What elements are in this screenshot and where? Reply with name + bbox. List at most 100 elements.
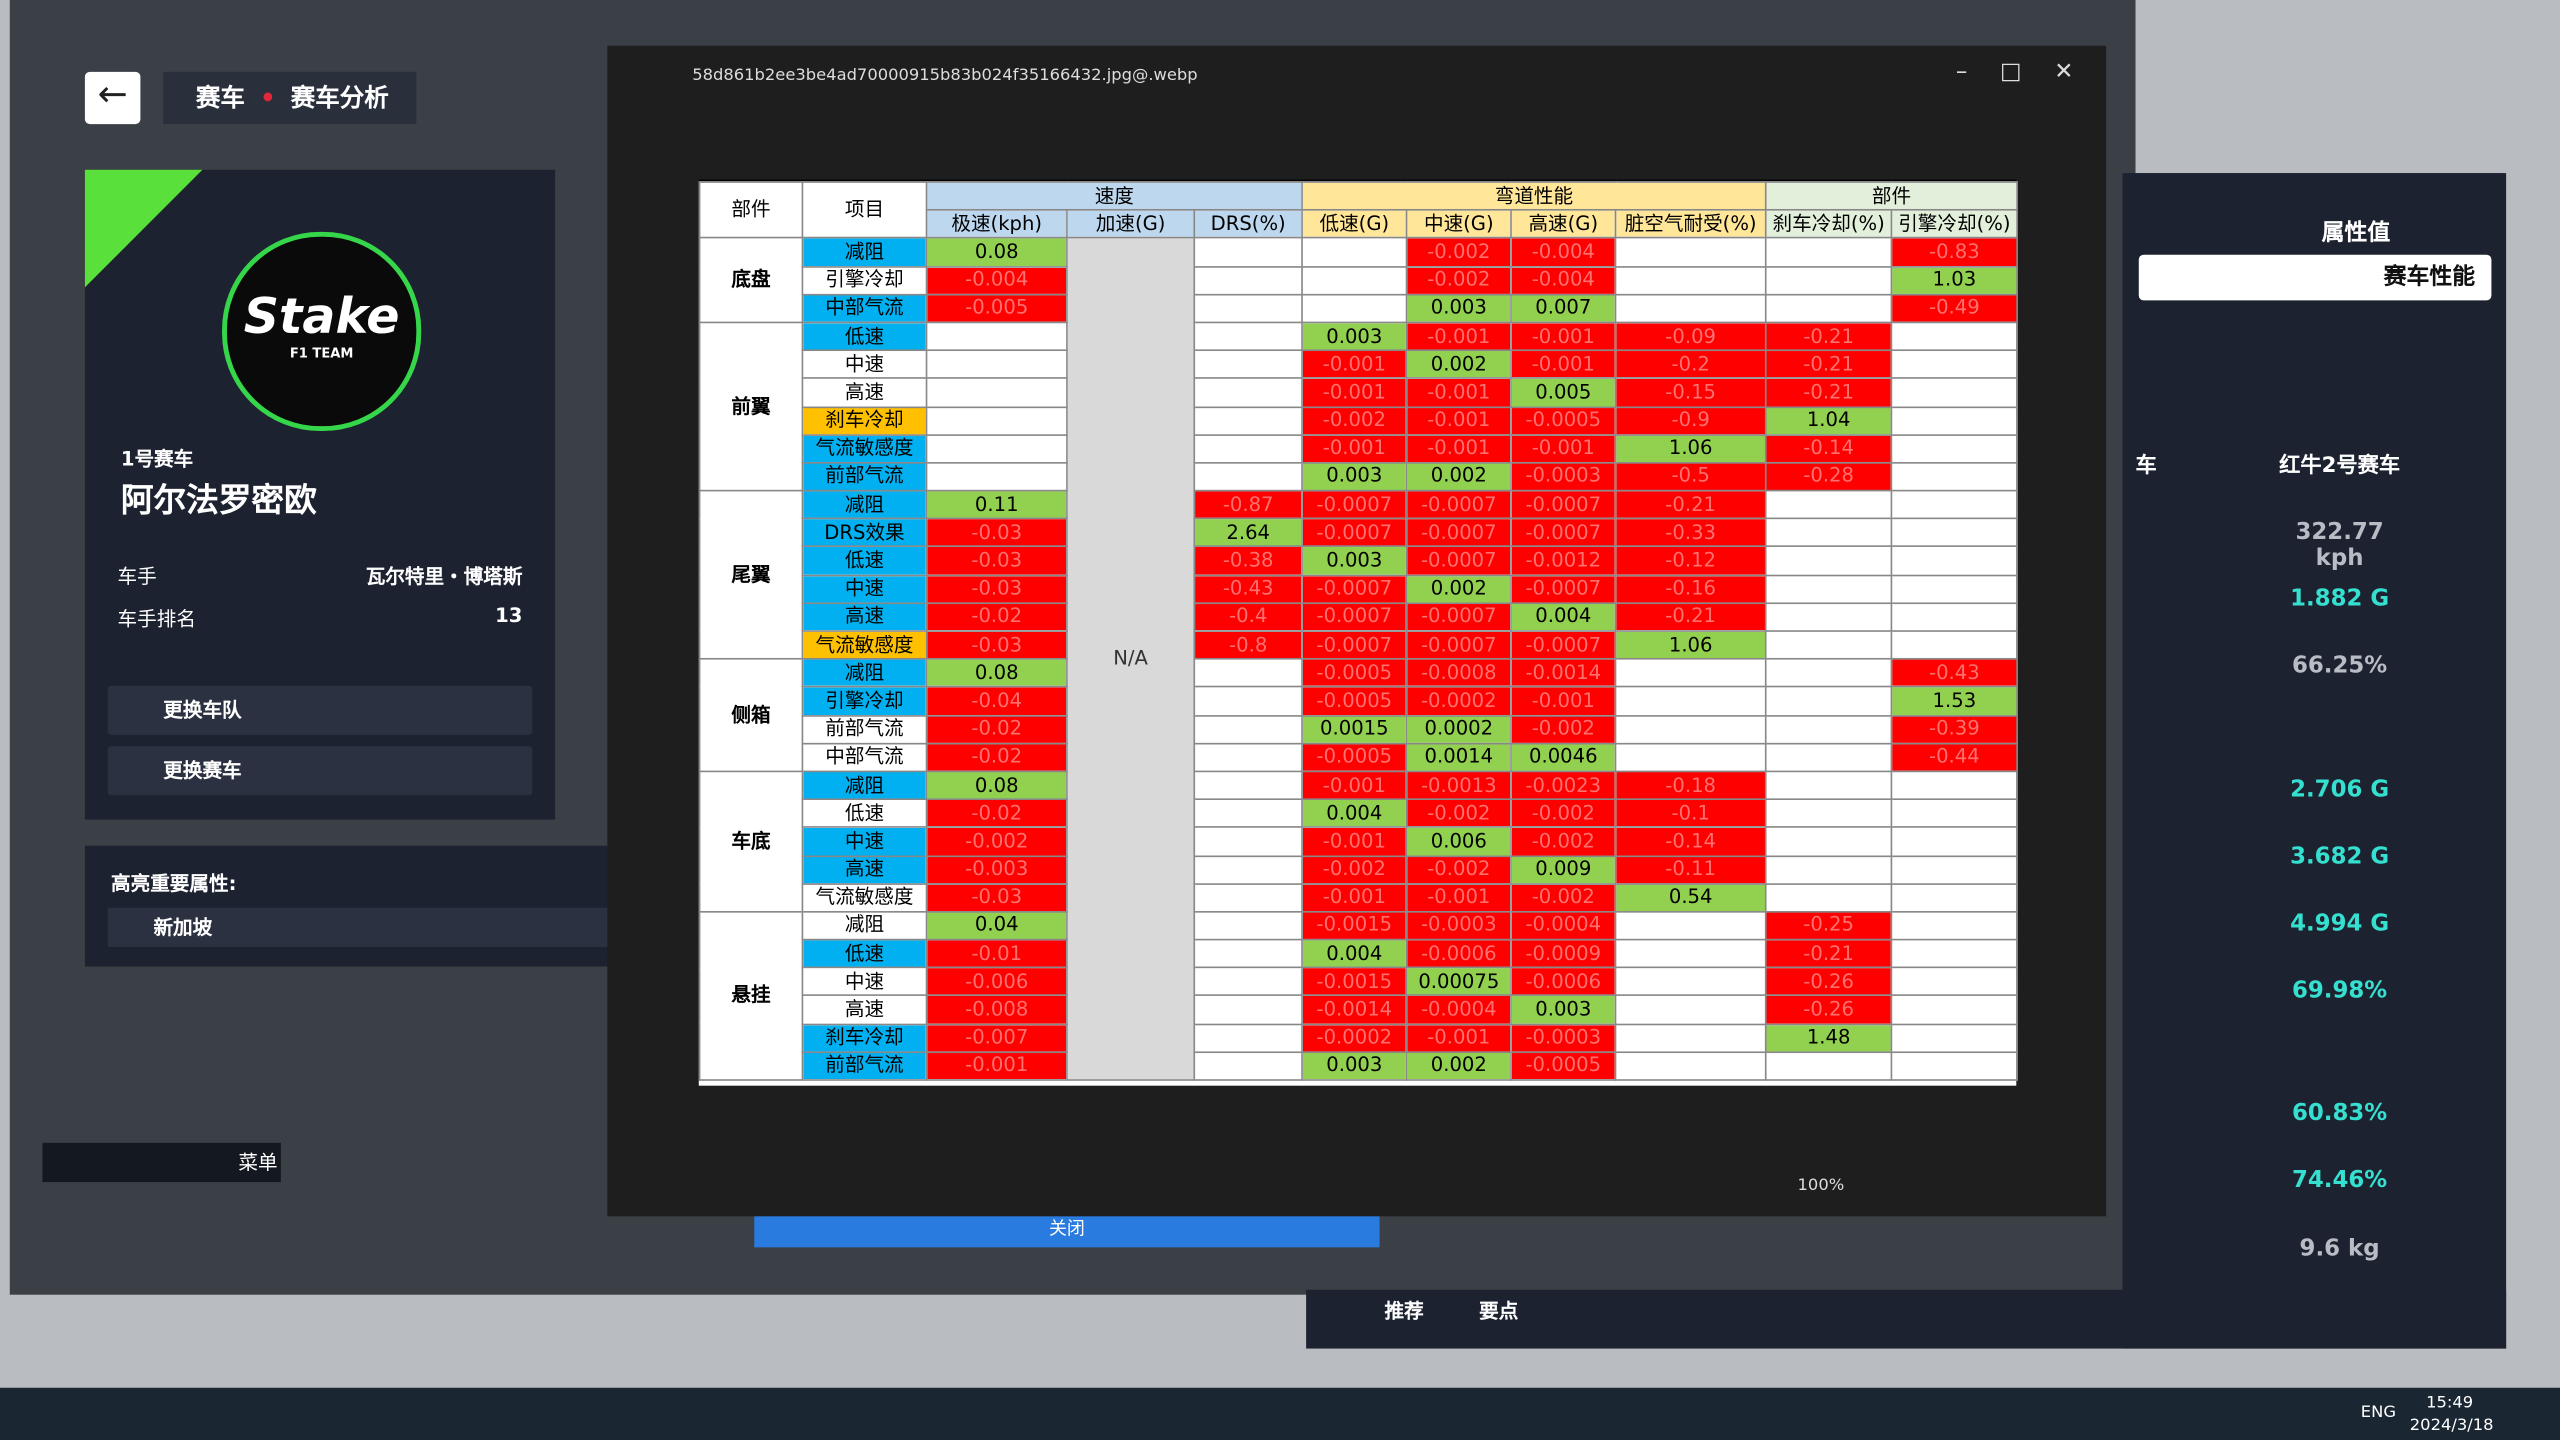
- value-cell: [1614, 265, 1767, 296]
- value-cell: -0.25: [1764, 910, 1893, 941]
- data-row: 中速 -0.03 -0.43 -0.0007 0.002 -0.0007 -0.16: [700, 574, 2019, 604]
- value-cell: [1764, 574, 1893, 604]
- value-cell: [1890, 910, 2019, 941]
- item-cell: 低速: [801, 321, 928, 352]
- stat-value: 3.682 G: [2290, 844, 2390, 871]
- highlight-value[interactable]: 新加坡: [107, 907, 614, 947]
- value-cell: -0.21: [1764, 321, 1893, 352]
- value-cell: 0.003: [1301, 321, 1408, 352]
- value-cell: -0.02: [925, 798, 1068, 829]
- value-cell: [1890, 405, 2019, 436]
- value-cell: -0.001: [1301, 377, 1408, 408]
- value-cell: 0.003: [1510, 994, 1617, 1025]
- highlight-label: 高亮重要属性:: [111, 871, 237, 895]
- value: 新加坡: [153, 915, 213, 939]
- button-label: 更换车队: [163, 698, 242, 722]
- image-table: 部件 项目 速度 弯道性能 部件 极速(kph) 加速(G) DRS(%) 低速(G) 中速(G)…: [698, 181, 2019, 1086]
- stat-value: 9.6 kg: [2299, 1235, 2380, 1263]
- item-cell: 低速: [801, 938, 928, 969]
- change-car[interactable]: 更换赛车: [107, 746, 533, 796]
- value-cell: -0.14: [1614, 826, 1767, 857]
- item-cell: 高速: [801, 854, 928, 885]
- tip: 推荐: [1384, 1299, 1424, 1323]
- tab[interactable]: 赛车性能: [2138, 254, 2492, 301]
- data-row: 高速 -0.02 -0.4 -0.0007 -0.0007 0.004 -0.21: [700, 602, 2019, 632]
- data-row: 引擎冷却 -0.004 -0.002 -0.004 1.03: [700, 265, 2019, 296]
- file-name: 58d861b2ee3be4ad70000915b83b024f35166432…: [692, 66, 1198, 85]
- data-row: 中速 -0.006 -0.0015 0.00075 -0.0006 -0.26: [700, 966, 2019, 997]
- data-row: 刹车冷却 -0.002 -0.001 -0.0005 -0.9 1.04: [700, 405, 2019, 436]
- value-cell: [1764, 602, 1893, 632]
- value-cell: -0.03: [925, 630, 1068, 660]
- value-cell: -0.4: [1193, 602, 1303, 632]
- data-row: 侧箱 减阻 0.08 -0.0005 -0.0008 -0.0014 -0.43: [698, 658, 2019, 773]
- value-cell: 0.003: [1301, 461, 1408, 492]
- value-cell: 1.48: [1764, 1023, 1893, 1053]
- data-row: 车底 减阻 0.08 -0.001 -0.0013 -0.0023 -0.18: [698, 770, 2019, 913]
- value-cell: 1.03: [1890, 265, 2019, 296]
- value-cell: -0.0004: [1405, 994, 1512, 1025]
- value-cell: [1193, 1023, 1303, 1053]
- value-cell: -0.28: [1764, 461, 1893, 492]
- value-cell: 1.06: [1614, 433, 1767, 464]
- value-cell: [925, 405, 1068, 436]
- crumb[interactable]: 赛车: [195, 83, 245, 113]
- part-cell: 前翼: [698, 321, 804, 492]
- logo-sub: F1 TEAM: [289, 346, 354, 361]
- item-cell: 中速: [801, 826, 928, 857]
- value-cell: -0.0014: [1510, 658, 1617, 688]
- value-cell: [1764, 798, 1893, 829]
- group-header: 弯道性能: [1301, 181, 1767, 211]
- driver-label: 车手: [117, 564, 157, 588]
- value-cell: [1193, 349, 1303, 380]
- menu-bar[interactable]: 菜单: [42, 1142, 281, 1183]
- value-cell: [925, 321, 1068, 352]
- value-cell: [925, 461, 1068, 492]
- value-cell: -0.83: [1890, 237, 2019, 268]
- value-cell: -0.001: [1405, 321, 1512, 352]
- value-cell: [1890, 882, 2019, 913]
- data-row: 中速 -0.001 0.002 -0.001 -0.2 -0.21: [700, 349, 2019, 380]
- value-cell: [1890, 1051, 2019, 1081]
- value-cell: 0.11: [925, 489, 1068, 520]
- item-cell: 气流敏感度: [801, 882, 928, 913]
- car-card: Stake F1 TEAM 1号赛车 阿尔法罗密欧 车手 瓦尔特里・博塔斯 车手…: [84, 169, 556, 820]
- value-cell: [1764, 770, 1893, 801]
- data-row: 气流敏感度 -0.03 -0.8 -0.0007 -0.0007 -0.0007 1.06: [700, 630, 2019, 660]
- data-row: 低速 -0.01 0.004 -0.0006 -0.0009 -0.21: [700, 938, 2019, 969]
- value-cell: -0.001: [925, 1051, 1068, 1081]
- value-cell: -0.001: [1405, 433, 1512, 464]
- value-cell: [1890, 602, 2019, 632]
- change-team[interactable]: 更换车队: [107, 685, 533, 735]
- value-cell: [1890, 854, 2019, 885]
- value-cell: [1193, 1051, 1303, 1081]
- value-cell: 0.0046: [1510, 742, 1617, 773]
- value-cell: [1890, 938, 2019, 969]
- group-header: 部件: [1764, 181, 2019, 211]
- value-cell: -0.0014: [1301, 994, 1408, 1025]
- tab-label: 赛车性能: [2383, 264, 2476, 291]
- value-cell: -0.0007: [1510, 489, 1617, 520]
- value-cell: -0.002: [925, 826, 1068, 857]
- value-cell: [1890, 1023, 2019, 1053]
- stat-value: 2.706 G: [2290, 777, 2390, 804]
- window-controls[interactable]: –□✕: [1955, 58, 2107, 85]
- value-cell: -0.21: [1614, 602, 1767, 632]
- column-header: 极速(kph): [925, 209, 1068, 239]
- item-cell: 高速: [801, 994, 928, 1025]
- value-cell: 0.04: [925, 910, 1068, 941]
- value-cell: 0.08: [925, 770, 1068, 801]
- value-cell: -0.09: [1614, 321, 1767, 352]
- close-button[interactable]: 关闭: [754, 1211, 1380, 1248]
- item-cell: 中部气流: [801, 293, 928, 324]
- value-cell: [1193, 910, 1303, 941]
- value-cell: [1193, 854, 1303, 885]
- stat-value: 74.46%: [2291, 1167, 2388, 1194]
- car-name: 阿尔法罗密欧: [120, 479, 317, 520]
- value-cell: -0.0004: [1510, 910, 1617, 941]
- value-cell: -0.0007: [1510, 630, 1617, 660]
- back-button[interactable]: ←: [84, 71, 141, 125]
- value-cell: -0.001: [1510, 321, 1617, 352]
- data-row: 中部气流 -0.005 0.003 0.007 -0.49: [700, 293, 2019, 324]
